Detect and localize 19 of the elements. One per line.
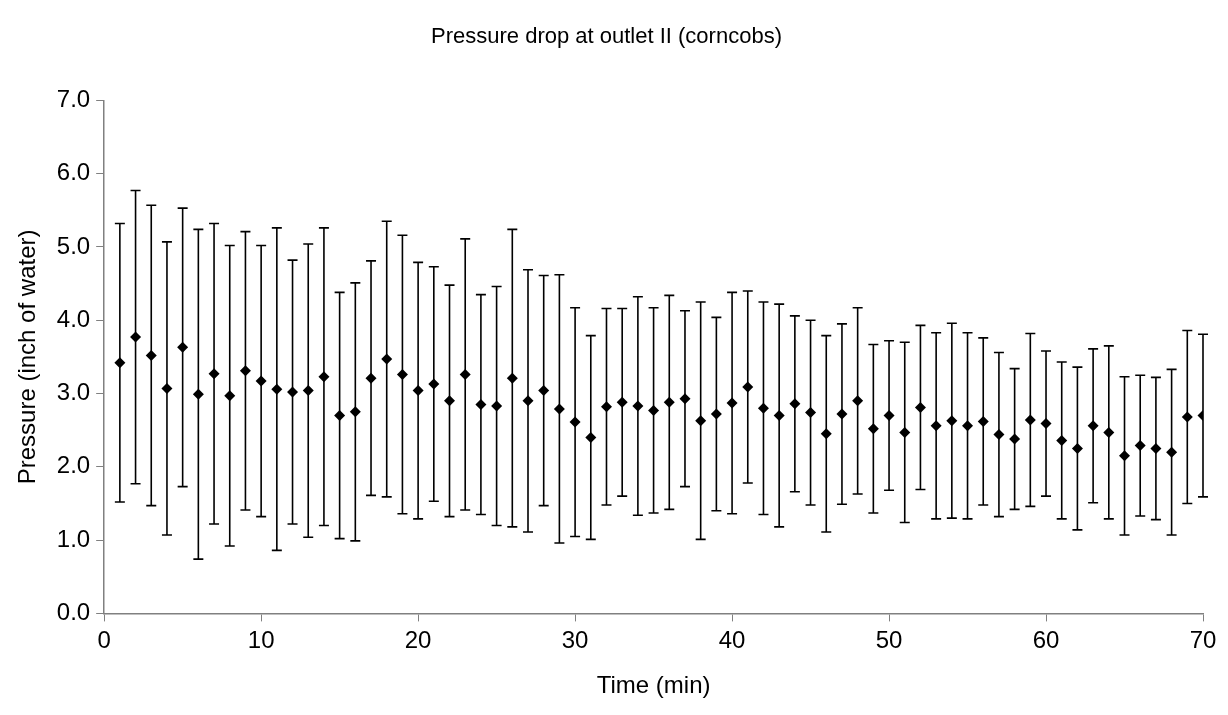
y-tick-label: 0.0 (56, 598, 91, 626)
y-tick-label: 6.0 (56, 158, 91, 186)
chart-title: Pressure drop at outlet II (corncobs) (431, 23, 782, 49)
x-tick-label: 10 (247, 626, 275, 654)
x-tick-label: 40 (718, 626, 746, 654)
y-tick-label: 5.0 (56, 231, 91, 259)
y-axis-title: Pressure (inch of water) (13, 229, 41, 485)
x-tick-label: 0 (97, 626, 111, 654)
y-tick-label: 3.0 (56, 378, 91, 406)
y-tick-label: 1.0 (56, 524, 91, 552)
y-tick-label: 2.0 (56, 451, 91, 479)
x-tick-label: 70 (1189, 626, 1217, 654)
x-tick-label: 50 (875, 626, 903, 654)
y-tick-label: 7.0 (56, 85, 91, 113)
x-tick-label: 20 (404, 626, 432, 654)
x-axis-title: Time (min) (596, 671, 711, 699)
x-tick-label: 60 (1032, 626, 1060, 654)
x-tick-label: 30 (561, 626, 589, 654)
y-tick-label: 4.0 (56, 304, 91, 332)
